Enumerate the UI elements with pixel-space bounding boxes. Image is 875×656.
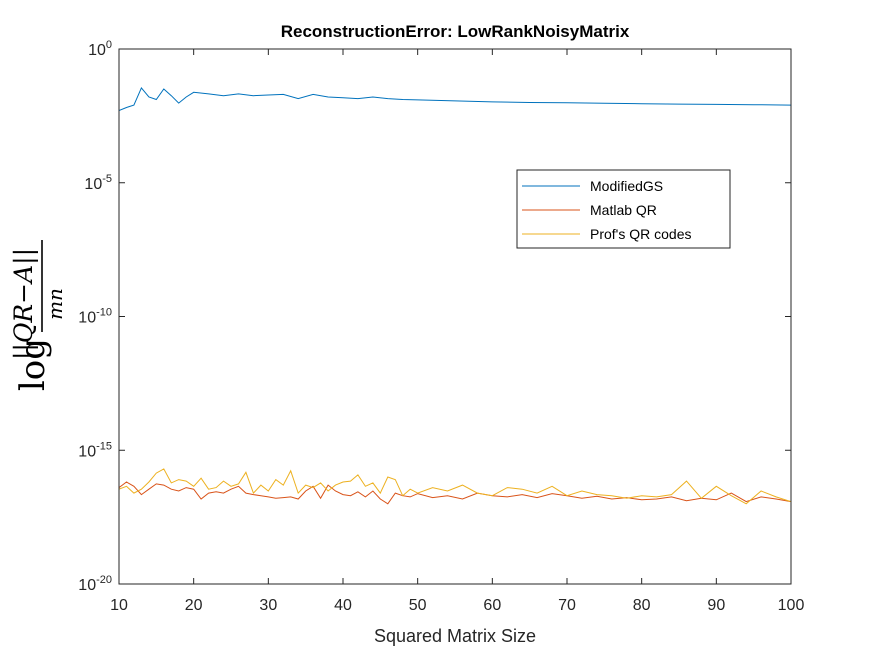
y-tick-label: 10-20 <box>78 574 112 594</box>
x-tick-label: 40 <box>334 597 352 614</box>
legend-label-3: Prof's QR codes <box>590 226 692 242</box>
y-axis-label: log ||QR−A|| mn <box>9 240 67 391</box>
x-tick-label: 100 <box>778 597 805 614</box>
series-line-3 <box>119 468 791 505</box>
y-axis-label-numerator: ||QR−A|| <box>9 248 39 360</box>
x-tick-label: 90 <box>707 597 725 614</box>
y-axis-label-denominator: mn <box>43 288 67 320</box>
y-tick-label: 10-5 <box>84 173 112 193</box>
plot-area <box>119 49 791 584</box>
series-line-1 <box>119 86 791 112</box>
x-tick-label: 60 <box>483 597 501 614</box>
legend: ModifiedGS Matlab QR Prof's QR codes <box>516 169 731 249</box>
series-layer <box>119 86 791 505</box>
x-tick-label: 50 <box>409 597 427 614</box>
y-tick-label: 100 <box>88 39 112 59</box>
legend-label-2: Matlab QR <box>590 202 657 218</box>
y-tick-label: 10-15 <box>78 440 112 460</box>
tick-layer: 10 20 30 40 50 60 70 80 90 100 100 10-5 10-10 10-15 10… <box>78 39 804 614</box>
y-axis-label-prefix: log <box>13 338 53 391</box>
legend-label-1: ModifiedGS <box>590 178 663 194</box>
y-tick-label: 10-10 <box>78 307 112 327</box>
x-tick-label: 10 <box>110 597 128 614</box>
legend-box <box>516 169 731 249</box>
x-tick-label: 80 <box>633 597 651 614</box>
x-axis-label: Squared Matrix Size <box>374 626 536 646</box>
x-tick-label: 30 <box>259 597 277 614</box>
x-tick-label: 70 <box>558 597 576 614</box>
x-tick-label: 20 <box>185 597 203 614</box>
chart-title: ReconstructionError: LowRankNoisyMatrix <box>281 22 630 41</box>
